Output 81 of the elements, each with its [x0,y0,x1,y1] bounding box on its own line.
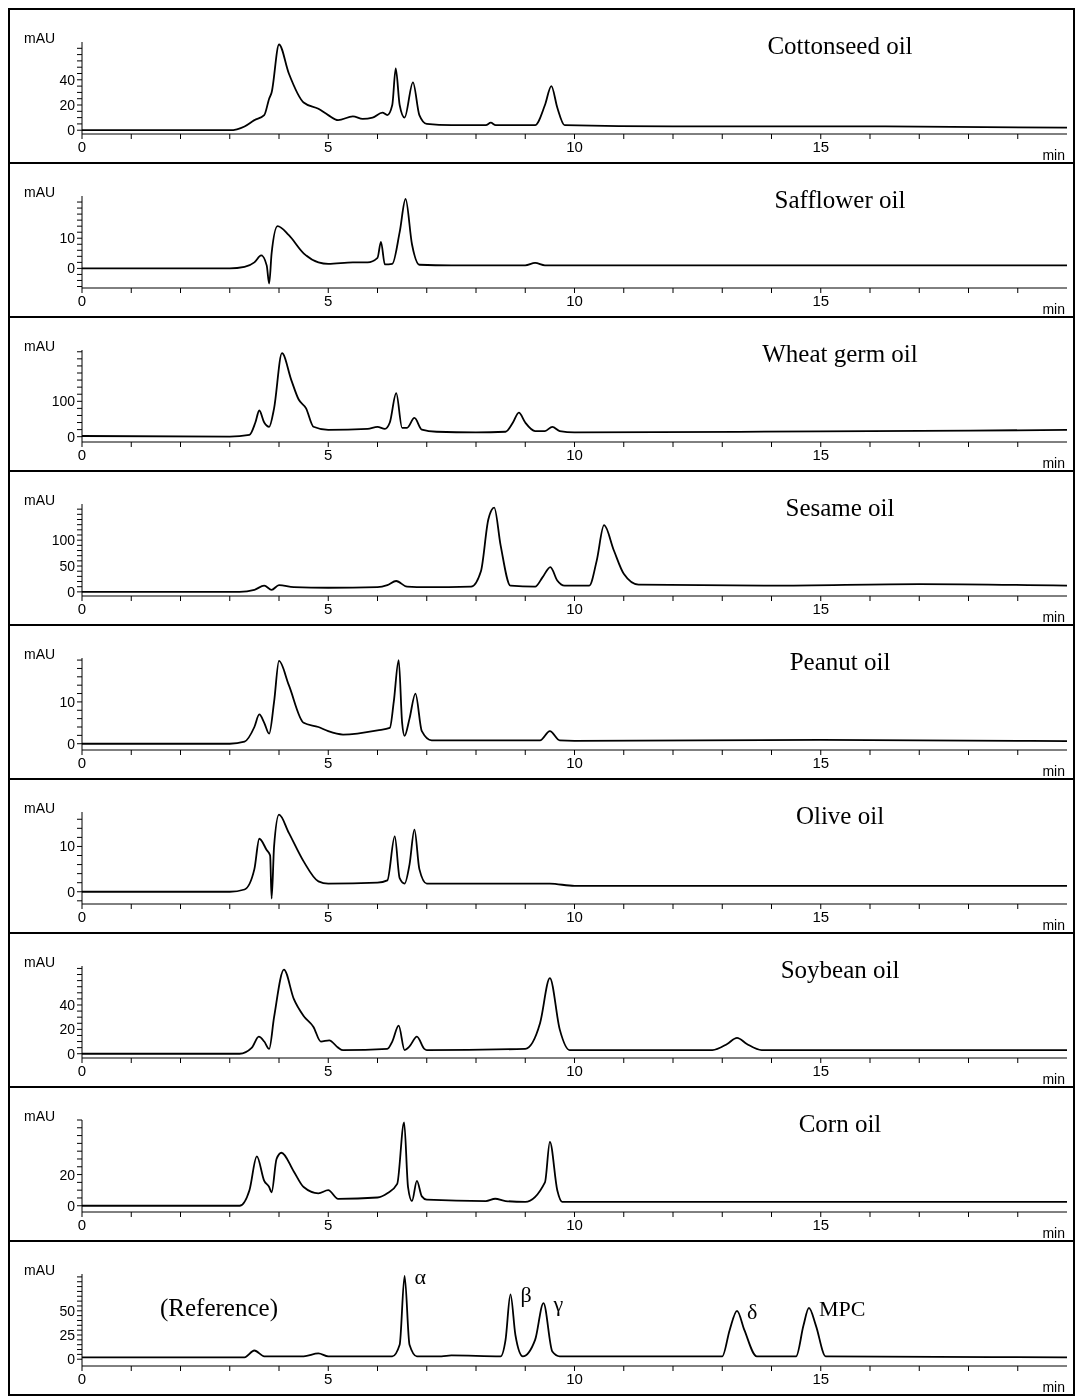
y-tick-label: 0 [67,735,76,752]
x-axis-title: min [1042,763,1065,779]
y-tick-label: 0 [67,1197,76,1214]
y-tick-label: 0 [67,883,76,900]
x-tick-label: 15 [812,907,830,925]
x-tick-label: 10 [566,137,583,155]
y-axis-title: mAU [24,1262,56,1278]
y-tick-label: 10 [59,693,76,710]
x-axis-title: min [1042,147,1065,163]
x-axis-title: min [1042,917,1065,933]
x-tick-label: 15 [812,753,830,771]
y-tick-label: 0 [67,260,76,277]
chart-title: Peanut oil [788,648,892,676]
annotation: δ [747,1298,758,1324]
x-tick-label: 15 [812,137,830,155]
y-tick-label: 40 [59,71,76,88]
x-tick-label: 5 [324,1369,333,1387]
y-tick-label: 0 [67,1045,76,1062]
y-tick-label: 10 [59,230,76,247]
x-tick-label: 10 [566,291,583,309]
chart-title: Cottonseed oil [766,32,914,60]
x-axis-title: min [1042,1071,1065,1087]
chart-title: Safflower oil [773,186,907,214]
y-tick-label: 100 [51,393,76,410]
x-tick-label: 10 [566,599,583,617]
y-axis-title: mAU [24,338,56,354]
annotation: γ [552,1290,564,1316]
y-tick-label: 100 [51,532,76,549]
y-axis-title: mAU [24,954,56,970]
chart-title: Olive oil [794,802,886,830]
x-tick-label: 5 [324,291,333,309]
x-tick-label: 10 [566,907,583,925]
y-tick-label: 20 [59,1166,76,1183]
x-tick-label: 5 [324,137,333,155]
x-axis-title: min [1042,1225,1065,1241]
y-tick-label: 40 [59,996,76,1013]
annotation: MPC [818,1295,866,1321]
y-axis-title: mAU [24,184,56,200]
y-axis-title: mAU [24,1108,56,1124]
x-tick-label: 5 [324,753,333,771]
y-axis-title: mAU [24,492,56,508]
y-axis-title: mAU [24,800,56,816]
y-axis-title: mAU [24,646,56,662]
chart-title: Sesame oil [784,494,896,522]
annotation: α [414,1263,427,1289]
x-tick-label: 10 [566,1215,583,1233]
x-tick-label: 10 [566,753,583,771]
y-tick-label: 20 [59,96,76,113]
y-tick-label: 25 [59,1326,76,1343]
x-tick-label: 15 [812,1061,830,1079]
x-tick-label: 10 [566,1369,583,1387]
y-tick-label: 10 [59,838,76,855]
annotation: β [520,1282,532,1308]
y-tick-label: 0 [67,428,76,445]
x-tick-label: 5 [324,907,333,925]
chart-title: Wheat germ oil [761,340,919,368]
y-axis-title: mAU [24,30,56,46]
x-tick-label: 15 [812,599,830,617]
x-tick-label: 5 [324,445,333,463]
y-tick-label: 20 [59,1021,76,1038]
x-tick-label: 15 [812,1369,830,1387]
x-tick-label: 10 [566,1061,583,1079]
x-tick-label: 15 [812,445,830,463]
x-tick-label: 10 [566,445,583,463]
annotation: (Reference) [160,1294,278,1322]
y-tick-label: 50 [59,1302,76,1319]
chart-title: Soybean oil [779,956,901,984]
x-axis-title: min [1042,1379,1065,1395]
chart-title: Corn oil [797,1110,883,1138]
y-tick-label: 0 [67,583,76,600]
y-tick-label: 0 [67,122,76,139]
y-tick-label: 0 [67,1351,76,1368]
x-axis-title: min [1042,455,1065,471]
x-tick-label: 5 [324,1215,333,1233]
x-tick-label: 5 [324,599,333,617]
x-tick-label: 5 [324,1061,333,1079]
x-tick-label: 15 [812,291,830,309]
x-axis-title: min [1042,609,1065,625]
x-tick-label: 15 [812,1215,830,1233]
y-tick-label: 50 [59,557,76,574]
x-axis-title: min [1042,301,1065,317]
